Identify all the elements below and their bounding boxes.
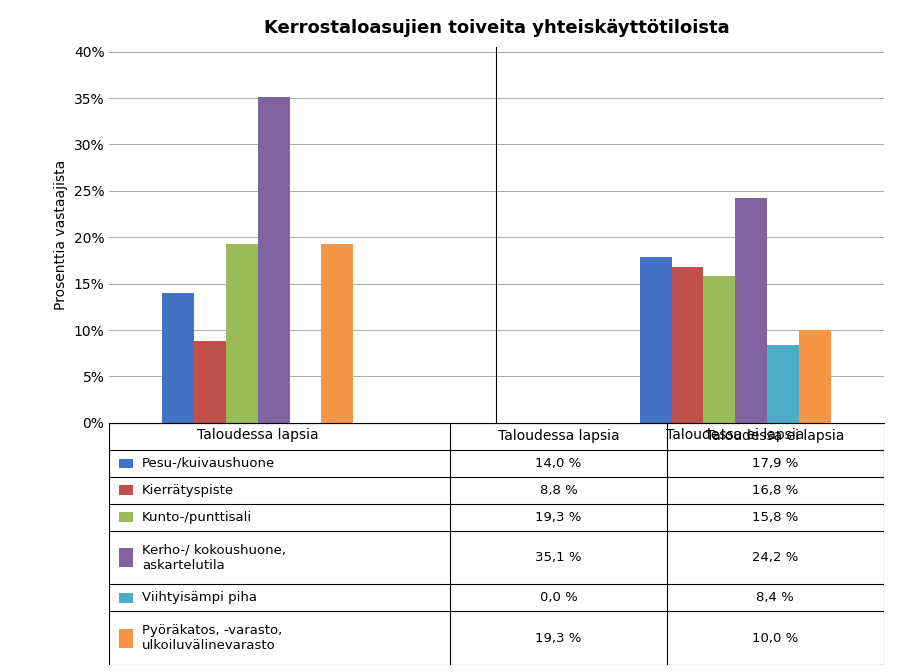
Text: 17,9 %: 17,9 %: [752, 457, 798, 470]
Bar: [194, 341, 226, 423]
Text: Pesu-/kuivaushuone: Pesu-/kuivaushuone: [142, 457, 275, 470]
Bar: [767, 345, 799, 423]
FancyBboxPatch shape: [118, 593, 133, 603]
Bar: [258, 97, 290, 423]
Bar: [735, 198, 767, 423]
Bar: [640, 257, 671, 423]
Text: 16,8 %: 16,8 %: [752, 484, 798, 497]
Bar: [162, 293, 194, 423]
Text: Kierrätyspiste: Kierrätyspiste: [142, 484, 234, 497]
Text: Kerho-/ kokoushuone,
askartelutila: Kerho-/ kokoushuone, askartelutila: [142, 544, 286, 571]
Text: 10,0 %: 10,0 %: [752, 632, 798, 645]
Text: 8,8 %: 8,8 %: [539, 484, 578, 497]
Text: 8,4 %: 8,4 %: [756, 591, 794, 604]
FancyBboxPatch shape: [118, 458, 133, 468]
Text: 35,1 %: 35,1 %: [535, 551, 582, 564]
Bar: [226, 244, 258, 423]
Text: 19,3 %: 19,3 %: [536, 632, 581, 645]
Bar: [671, 267, 703, 423]
FancyBboxPatch shape: [118, 629, 133, 648]
Text: 0,0 %: 0,0 %: [539, 591, 578, 604]
Text: 19,3 %: 19,3 %: [536, 511, 581, 523]
Text: Viihtyisämpi piha: Viihtyisämpi piha: [142, 591, 257, 604]
Bar: [322, 244, 353, 423]
FancyBboxPatch shape: [118, 485, 133, 495]
Text: Kunto-/punttisali: Kunto-/punttisali: [142, 511, 252, 523]
Bar: [703, 276, 735, 423]
Text: 15,8 %: 15,8 %: [752, 511, 798, 523]
Text: Taloudessa lapsia: Taloudessa lapsia: [497, 429, 619, 444]
Title: Kerrostaloasujien toiveita yhteiskäyttötiloista: Kerrostaloasujien toiveita yhteiskäyttöt…: [263, 19, 730, 37]
Text: Taloudessa ei lapsia: Taloudessa ei lapsia: [706, 429, 844, 444]
FancyBboxPatch shape: [118, 513, 133, 522]
Text: 24,2 %: 24,2 %: [752, 551, 798, 564]
Text: 14,0 %: 14,0 %: [536, 457, 581, 470]
FancyBboxPatch shape: [118, 548, 133, 567]
Text: Pyöräkatos, -varasto,
ulkoiluvälinevarasto: Pyöräkatos, -varasto, ulkoiluvälinevaras…: [142, 624, 282, 653]
Bar: [799, 330, 831, 423]
Y-axis label: Prosenttia vastaajista: Prosenttia vastaajista: [54, 160, 68, 310]
